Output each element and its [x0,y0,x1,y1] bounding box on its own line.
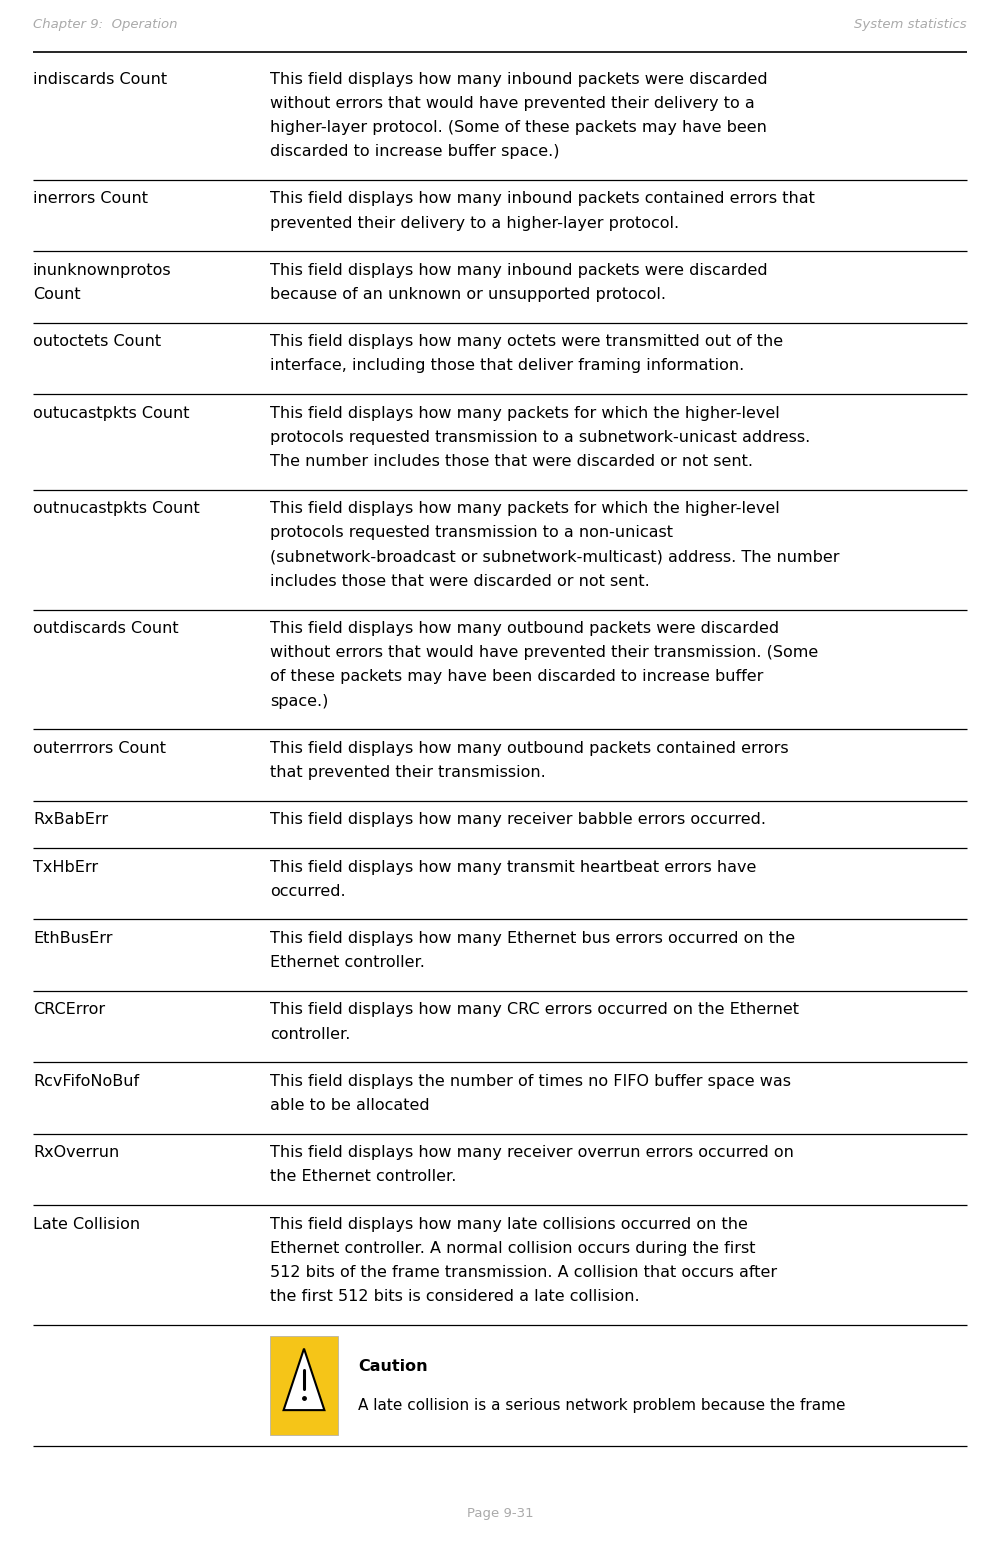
Text: outdiscards Count: outdiscards Count [33,621,179,636]
Text: This field displays how many outbound packets contained errors: This field displays how many outbound pa… [270,741,789,756]
Text: RxOverrun: RxOverrun [33,1145,119,1161]
Text: This field displays the number of times no FIFO buffer space was: This field displays the number of times … [270,1074,791,1089]
Bar [270,1337,338,1435]
Text: This field displays how many inbound packets were discarded: This field displays how many inbound pac… [270,263,768,279]
Text: This field displays how many receiver overrun errors occurred on: This field displays how many receiver ov… [270,1145,794,1161]
Text: This field displays how many transmit heartbeat errors have: This field displays how many transmit he… [270,859,756,874]
Text: without errors that would have prevented their transmission. (Some: without errors that would have prevented… [270,646,818,660]
Text: higher-layer protocol. (Some of these packets may have been: higher-layer protocol. (Some of these pa… [270,120,767,135]
Text: Ethernet controller. A normal collision occurs during the first: Ethernet controller. A normal collision … [270,1242,756,1256]
Text: space.): space.) [270,694,328,708]
Text: RxBabErr: RxBabErr [33,812,108,828]
Text: because of an unknown or unsupported protocol.: because of an unknown or unsupported pro… [270,286,666,302]
Text: inerrors Count: inerrors Count [33,191,148,207]
Text: Count: Count [33,286,81,302]
Text: interface, including those that deliver framing information.: interface, including those that deliver … [270,358,744,373]
Text: The number includes those that were discarded or not sent.: The number includes those that were disc… [270,454,753,468]
Text: Chapter 9:  Operation: Chapter 9: Operation [33,19,178,31]
Text: outoctets Count: outoctets Count [33,335,161,349]
Text: prevented their delivery to a higher-layer protocol.: prevented their delivery to a higher-lay… [270,216,679,230]
Text: outerrrors Count: outerrrors Count [33,741,166,756]
Text: able to be allocated: able to be allocated [270,1099,430,1113]
Text: Ethernet controller.: Ethernet controller. [270,955,425,971]
Text: includes those that were discarded or not sent.: includes those that were discarded or no… [270,574,650,588]
Text: This field displays how many CRC errors occurred on the Ethernet: This field displays how many CRC errors … [270,1002,799,1018]
Text: A late collision is a serious network problem because the frame: A late collision is a serious network pr… [358,1397,846,1413]
Text: outnucastpkts Count: outnucastpkts Count [33,501,200,517]
Text: This field displays how many packets for which the higher-level: This field displays how many packets for… [270,406,780,420]
Text: System statistics: System statistics [854,19,967,31]
Text: (subnetwork-broadcast or subnetwork-multicast) address. The number: (subnetwork-broadcast or subnetwork-mult… [270,549,840,565]
Text: CRCError: CRCError [33,1002,105,1018]
Text: Caution: Caution [358,1358,428,1374]
Text: the Ethernet controller.: the Ethernet controller. [270,1170,456,1184]
Text: of these packets may have been discarded to increase buffer: of these packets may have been discarded… [270,669,763,685]
Text: This field displays how many receiver babble errors occurred.: This field displays how many receiver ba… [270,812,766,828]
Text: This field displays how many outbound packets were discarded: This field displays how many outbound pa… [270,621,779,636]
Text: protocols requested transmission to a non-unicast: protocols requested transmission to a no… [270,526,673,540]
Text: EthBusErr: EthBusErr [33,930,112,946]
Text: RcvFifoNoBuf: RcvFifoNoBuf [33,1074,139,1089]
Text: This field displays how many inbound packets were discarded: This field displays how many inbound pac… [270,72,768,87]
Text: Late Collision: Late Collision [33,1217,140,1232]
Text: This field displays how many inbound packets contained errors that: This field displays how many inbound pac… [270,191,815,207]
Text: This field displays how many packets for which the higher-level: This field displays how many packets for… [270,501,780,517]
Text: without errors that would have prevented their delivery to a: without errors that would have prevented… [270,96,755,110]
Text: indiscards Count: indiscards Count [33,72,167,87]
Text: controller.: controller. [270,1027,350,1041]
Text: TxHbErr: TxHbErr [33,859,98,874]
Text: the first 512 bits is considered a late collision.: the first 512 bits is considered a late … [270,1290,640,1304]
Text: 512 bits of the frame transmission. A collision that occurs after: 512 bits of the frame transmission. A co… [270,1265,777,1281]
Text: This field displays how many octets were transmitted out of the: This field displays how many octets were… [270,335,783,349]
Text: inunknownprotos: inunknownprotos [33,263,172,279]
Text: that prevented their transmission.: that prevented their transmission. [270,766,546,780]
Text: outucastpkts Count: outucastpkts Count [33,406,190,420]
Text: discarded to increase buffer space.): discarded to increase buffer space.) [270,145,560,159]
Text: This field displays how many Ethernet bus errors occurred on the: This field displays how many Ethernet bu… [270,930,795,946]
Text: Page 9-31: Page 9-31 [467,1508,533,1520]
Polygon shape [284,1349,324,1410]
Text: protocols requested transmission to a subnetwork-unicast address.: protocols requested transmission to a su… [270,429,810,445]
Text: occurred.: occurred. [270,884,346,899]
Text: This field displays how many late collisions occurred on the: This field displays how many late collis… [270,1217,748,1232]
